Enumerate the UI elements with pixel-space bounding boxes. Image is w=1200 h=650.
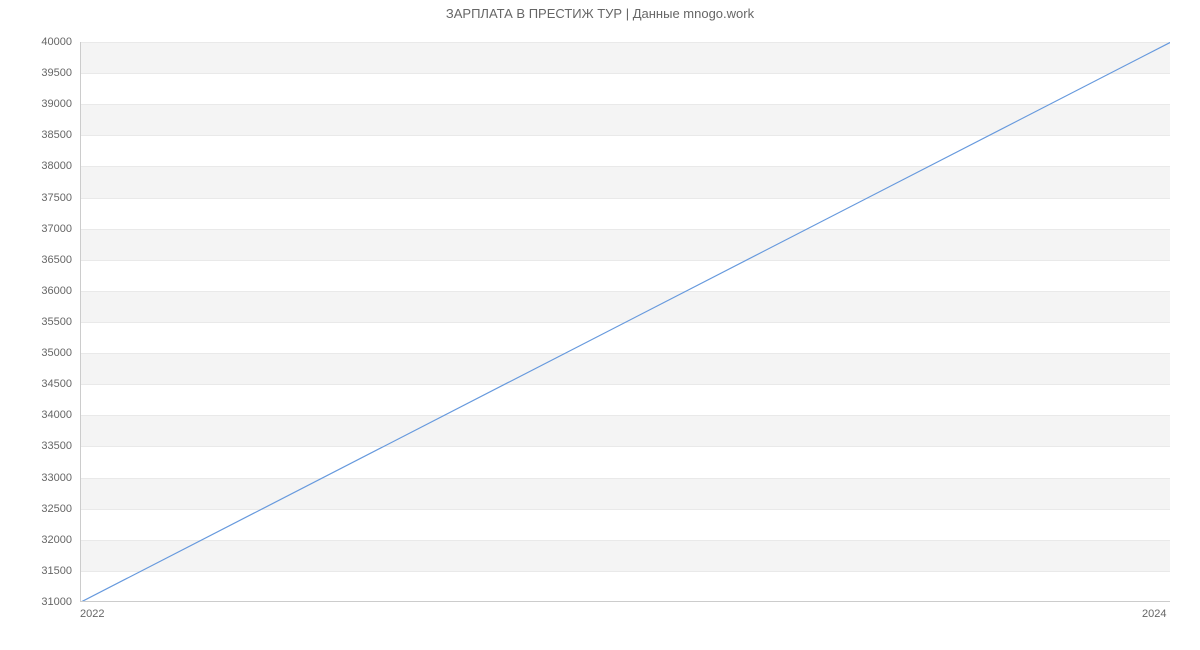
- series-line: [81, 42, 1170, 602]
- y-tick-label: 32000: [0, 534, 72, 546]
- x-tick-label: 2022: [80, 608, 104, 620]
- y-tick-label: 39500: [0, 67, 72, 79]
- y-tick-label: 31500: [0, 565, 72, 577]
- salary-line-chart: ЗАРПЛАТА В ПРЕСТИЖ ТУР | Данные mnogo.wo…: [0, 0, 1200, 650]
- y-tick-label: 31000: [0, 596, 72, 608]
- y-tick-label: 36000: [0, 285, 72, 297]
- y-tick-label: 36500: [0, 254, 72, 266]
- y-tick-label: 40000: [0, 36, 72, 48]
- y-tick-label: 32500: [0, 503, 72, 515]
- y-tick-label: 34000: [0, 409, 72, 421]
- y-tick-label: 35500: [0, 316, 72, 328]
- y-tick-label: 37500: [0, 192, 72, 204]
- x-tick-label: 2024: [1142, 608, 1166, 620]
- y-tick-label: 35000: [0, 347, 72, 359]
- y-tick-label: 38500: [0, 129, 72, 141]
- y-tick-label: 34500: [0, 378, 72, 390]
- plot-area: [80, 42, 1170, 602]
- y-tick-label: 33500: [0, 440, 72, 452]
- chart-title: ЗАРПЛАТА В ПРЕСТИЖ ТУР | Данные mnogo.wo…: [0, 6, 1200, 21]
- y-tick-label: 39000: [0, 98, 72, 110]
- y-tick-label: 33000: [0, 472, 72, 484]
- y-tick-label: 38000: [0, 160, 72, 172]
- y-tick-label: 37000: [0, 223, 72, 235]
